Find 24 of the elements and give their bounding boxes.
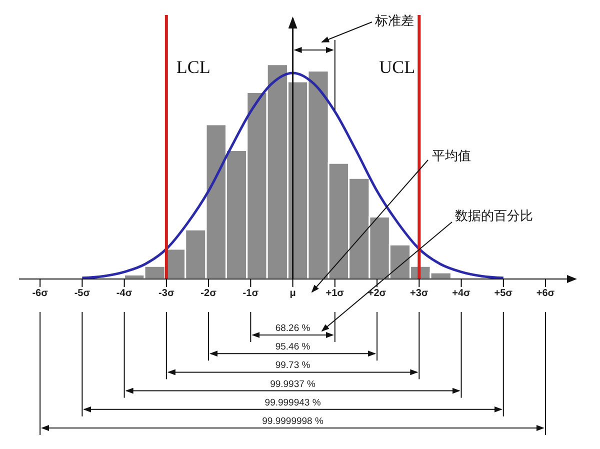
ref-line-label: LCL: [176, 57, 210, 77]
ref-line-label: UCL: [379, 57, 416, 77]
text: 95.46 %: [275, 342, 311, 353]
x-tick-label: +6σ: [536, 288, 555, 300]
text: 68.26 %: [275, 323, 311, 334]
text: 标准差: [374, 14, 414, 29]
text: 99.73 %: [275, 360, 311, 372]
x-tick-label: -4σ: [116, 288, 132, 300]
x-tick-label: μ: [290, 288, 296, 300]
x-tick-label: +2σ: [368, 288, 386, 300]
x-tick-label: +5σ: [494, 288, 513, 300]
annotation: 平均值: [432, 149, 471, 164]
x-tick-label: -2σ: [200, 288, 217, 300]
x-tick-label: +4σ: [452, 288, 471, 300]
x-tick-label: -1σ: [242, 288, 259, 300]
x-tick-label: +3σ: [410, 288, 428, 300]
x-tick-label: -6σ: [32, 288, 48, 300]
x-tick-label: -5σ: [74, 288, 90, 300]
text: 99.9999998 %: [262, 416, 324, 427]
x-tick-label: +1σ: [326, 288, 344, 300]
x-tick-label: -3σ: [158, 288, 174, 300]
annotation: 数据的百分比: [455, 209, 533, 224]
text: 99.9937 %: [270, 378, 316, 390]
text: 99.999943 %: [264, 397, 322, 408]
